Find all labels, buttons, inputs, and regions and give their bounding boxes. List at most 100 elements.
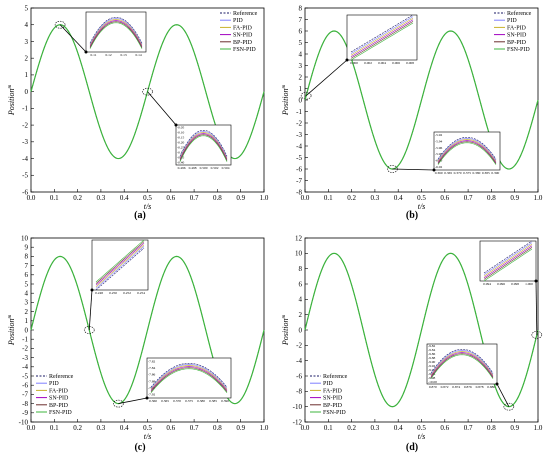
y-tick-label: -1: [22, 336, 28, 344]
zoom-arrow: [88, 289, 93, 331]
legend-label: BP-PID: [323, 403, 343, 409]
inset-x-tick: 0.498: [189, 166, 197, 170]
legend-label: PID: [233, 18, 243, 24]
inset-series-line: [483, 242, 533, 275]
inset-x-tick: 0.11: [91, 53, 97, 57]
y-tick-label: -7: [22, 391, 28, 399]
inset-x-tick: 0.880: [487, 385, 495, 389]
y-tick-label: -4: [296, 142, 302, 150]
inset-x-tick: 0.375: [185, 399, 193, 403]
y-tick-label: 3: [25, 299, 29, 307]
zoom-arrow: [496, 383, 510, 407]
y-tick-label: -4: [22, 155, 28, 163]
inset-series-line: [483, 240, 533, 274]
y-tick-label: 2: [299, 311, 303, 319]
inset-plot: 0.360 0.365 0.370 0.375 0.380 0.385 0.390 -7.82…: [146, 357, 232, 403]
y-tick-label: -10: [19, 418, 29, 426]
inset-y-tick: -7.82: [148, 359, 156, 363]
inset-y-tick: -0.15: [177, 136, 185, 140]
y-tick-label: -6: [296, 372, 302, 380]
y-tick-label: 4: [299, 50, 303, 58]
legend-label: PID: [323, 381, 333, 387]
inset-series-line: [483, 245, 533, 279]
y-tick-label: -9: [22, 409, 28, 417]
legend-label: PID: [49, 381, 59, 387]
inset-series-line: [437, 142, 497, 165]
y-axis-label: Positionm: [7, 84, 16, 116]
inset-x-tick: 0.874: [452, 385, 460, 389]
y-tick-label: -5: [22, 172, 28, 180]
inset-x-tick: 0.876: [464, 385, 472, 389]
chart-panel: 0.0 0.1 0.2 0.3 0.4 0.5 0.6 0.7 0.8 0.9 1.0 10 98765…: [7, 234, 269, 453]
y-axis-label: Positionm: [281, 314, 290, 346]
x-tick-label: 0.9: [510, 424, 519, 432]
legend-label: SN-PID: [507, 33, 527, 39]
panel-label: (d): [406, 442, 418, 453]
inset-x-tick: 0.250: [109, 291, 117, 295]
inset-x-tick: 0.390: [221, 399, 229, 403]
x-tick-label: 0.4: [120, 194, 129, 202]
legend-label: FA-PID: [507, 25, 527, 31]
x-tick-label: 0.4: [394, 194, 403, 202]
inset-series-line: [95, 246, 145, 289]
legend-label: FA-PID: [49, 388, 69, 394]
zoom-arrow-head: [432, 168, 436, 172]
inset-x-tick: 0.14: [135, 53, 141, 57]
x-tick-label: 0.3: [371, 194, 380, 202]
inset-y-tick: -6.02: [435, 165, 443, 169]
zoom-arrow: [392, 168, 435, 171]
inset-y-tick: -9.92: [428, 364, 436, 368]
x-tick-label: 0.0: [27, 194, 36, 202]
y-tick-label: 8: [299, 265, 303, 273]
y-tick-label: 9: [25, 244, 29, 252]
panel-label: (b): [406, 210, 418, 221]
y-tick-label: 0: [25, 88, 29, 96]
inset-x-tick: 0.496: [178, 166, 186, 170]
y-tick-label: -2: [296, 119, 302, 127]
chart-panel: 0.0 0.1 0.2 0.3 0.4 0.5 0.6 0.7 0.8 0.9 1.0 8 7 6 5 4 3 2…: [281, 4, 543, 221]
legend-label: FSN-PID: [49, 410, 72, 416]
inset-y-tick: -5.96: [435, 146, 443, 150]
inset-series-line: [483, 247, 533, 280]
x-tick-label: 0.1: [50, 424, 59, 432]
inset-y-tick: -0.05: [177, 126, 185, 130]
zoom-arrow: [305, 59, 348, 96]
inset-series-line: [89, 21, 143, 48]
inset-x-tick: 0.998: [511, 282, 519, 286]
inset-x-tick: 0.004: [378, 61, 386, 65]
inset-series-line: [179, 133, 228, 160]
zoom-arrow: [147, 91, 177, 126]
x-axis-label: t/s: [418, 432, 426, 441]
inset-series-line: [437, 141, 497, 164]
x-tick-label: 0.2: [347, 194, 356, 202]
legend-label: BP-PID: [49, 403, 69, 409]
inset-x-tick: 0.385: [209, 399, 217, 403]
zoom-arrow-head: [84, 50, 88, 54]
y-tick-label: 4: [25, 290, 29, 298]
legend-label: FSN-PID: [233, 47, 256, 53]
inset-x-tick: 0.872: [441, 385, 449, 389]
x-tick-label: 0.8: [487, 424, 496, 432]
inset-series-line: [350, 22, 414, 61]
y-tick-label: 0: [299, 96, 303, 104]
x-tick-label: 0.2: [73, 194, 82, 202]
inset-series-line: [150, 366, 228, 391]
legend-label: FSN-PID: [507, 47, 530, 53]
inset-series-line: [483, 248, 533, 282]
x-tick-label: 0.4: [120, 424, 129, 432]
zoom-arrow-head: [534, 279, 538, 283]
x-tick-label: 0.2: [347, 424, 356, 432]
x-tick-label: 0.5: [143, 424, 152, 432]
inset-x-tick: 0.248: [95, 291, 103, 295]
inset-series-line: [430, 354, 494, 379]
y-tick-label: -10: [293, 403, 303, 411]
x-tick-label: 0.6: [440, 424, 449, 432]
x-tick-label: 0.7: [190, 424, 199, 432]
zoom-marker: [54, 20, 66, 29]
zoom-arrow-head: [90, 288, 94, 292]
x-tick-label: 0.3: [97, 194, 106, 202]
x-tick-label: 0.5: [417, 194, 426, 202]
inset-series-line: [95, 242, 145, 286]
